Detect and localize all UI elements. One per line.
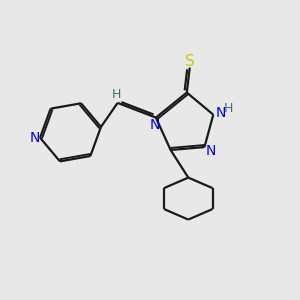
Text: N: N (206, 144, 216, 158)
Text: S: S (185, 54, 195, 69)
Text: H: H (112, 88, 121, 101)
Text: H: H (224, 102, 233, 115)
Text: N: N (216, 106, 226, 120)
Text: N: N (30, 131, 40, 145)
Text: N: N (150, 118, 160, 132)
